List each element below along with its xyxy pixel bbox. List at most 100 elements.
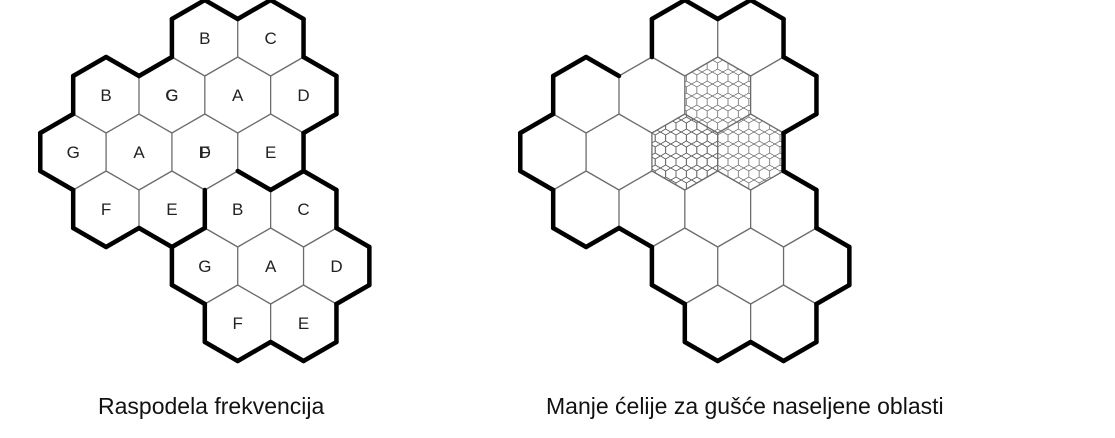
cell-edge [72,170,107,191]
cluster-border [334,282,372,307]
outer-border [616,225,655,250]
hex-cell [171,114,238,190]
cell-edge [105,113,140,134]
cell-edge [684,284,719,305]
cell-edge [651,56,686,77]
hex-cell [717,114,784,190]
cell-edge [783,227,817,248]
hex-cell [237,0,304,76]
hex-cell [270,285,337,361]
cluster-border [136,225,175,250]
cluster-border [235,0,273,22]
cell-label-g: G [67,143,80,162]
cell-edge [270,56,304,77]
hex-cell [270,171,337,247]
cell-label-e: E [298,314,309,333]
cluster-border [70,54,109,79]
cell-edge [237,227,271,248]
cell-edge [171,56,206,77]
cell-edge [585,113,620,134]
cell-edge [237,284,271,305]
hex-cell [553,171,619,247]
cell-edge [651,227,686,248]
cell-edge [303,284,337,305]
hex-cell [40,114,107,190]
outer-border [814,225,852,250]
cell-edge [684,227,719,248]
outer-border [682,339,720,364]
cell-edge [717,170,751,191]
outer-border [814,282,852,307]
hex-cell [651,228,718,304]
hex-cell [237,228,304,304]
cell-edge [717,227,751,248]
cell-edge [750,284,784,305]
cell-edge [270,113,304,134]
cell-edge [552,170,587,191]
hex-cell [619,57,685,133]
cluster-border [169,0,208,22]
outer-border [583,54,622,79]
cluster-border [268,0,306,22]
cell-label-g: G [198,257,211,276]
cell-edge [105,170,140,191]
cell-edge [138,170,173,191]
hex-cell [750,57,817,133]
cell-edge [750,170,784,191]
hex-cell [237,114,304,190]
outer-border [682,0,720,22]
outer-border [518,111,556,136]
outer-border [781,54,819,79]
cell-label-a: A [265,257,277,276]
cell-edge [552,113,587,134]
outer-border [550,225,589,250]
hex-cell [717,0,784,76]
cluster-border [136,54,175,79]
cluster-border [202,0,240,22]
cell-edge [204,227,239,248]
cell-label-d: D [297,86,309,105]
cell-edge [303,227,337,248]
cell-edge [717,284,751,305]
outer-border [715,339,753,364]
outer-border [550,54,589,79]
hex-cell [73,57,139,133]
cell-edge [204,56,239,77]
cell-edge [204,284,239,305]
cell-edge [270,227,304,248]
outer-border [781,339,819,364]
hex-cell [684,57,751,133]
cluster-border [169,282,208,307]
hex-cell [553,57,619,133]
cluster-border [103,54,142,79]
cell-label-e: E [166,200,177,219]
hex-cell [783,228,850,304]
hex-cell [106,114,172,190]
hex-cell [750,285,817,361]
cluster-border [301,168,339,193]
cell-edge [618,113,653,134]
cell-edge [783,284,817,305]
cell-label-b: B [100,86,111,105]
hex-cell [586,114,652,190]
cell-label-g: G [165,86,178,105]
cell-edge [270,284,304,305]
cell-label-c: C [297,200,309,219]
cluster-border [235,168,273,193]
caption-frequency-distribution: Raspodela frekvencija [98,393,325,419]
hex-cell [717,228,784,304]
cell-edge [750,227,784,248]
cluster-border [268,339,306,364]
cell-edge [237,56,271,77]
cell-edge [618,170,653,191]
hex-cell [270,57,337,133]
outer-border [583,225,622,250]
cell-edge [651,170,686,191]
cell-edge [171,170,206,191]
cluster-border [38,111,76,136]
outer-border [649,282,688,307]
cell-edge [717,56,751,77]
hex-cell [139,57,205,133]
cell-edge [684,56,719,77]
